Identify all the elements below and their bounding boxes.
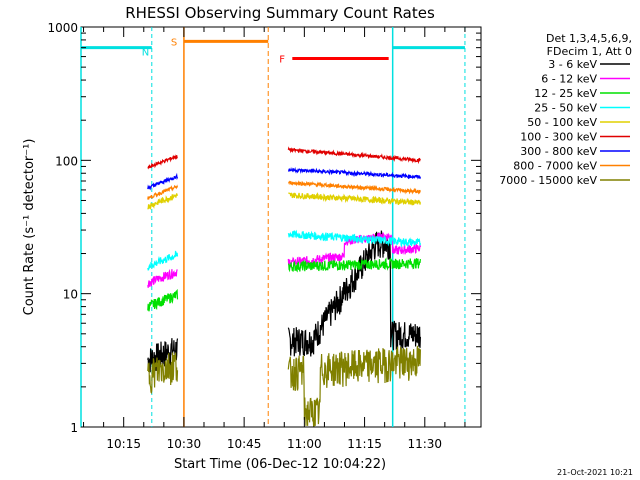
orbit-marker-bars: N S F — [81, 37, 465, 66]
data-series — [147, 146, 421, 427]
x-tick-label: 10:15 — [106, 437, 141, 451]
x-tick-label: 10:45 — [227, 437, 262, 451]
y-axis-label: Count Rate (s⁻¹ detector⁻¹) — [22, 139, 37, 316]
y-tick-label: 1 — [70, 421, 78, 435]
y-tick-label: 100 — [55, 154, 78, 168]
legend-label: 800 - 7000 keV — [513, 160, 597, 173]
orbit-marker-label: S — [171, 37, 177, 48]
legend-header-line-2: FDecim 1, Att 0 — [547, 45, 632, 58]
legend: Det 1,3,4,5,6,9, FDecim 1, Att 0 3 - 6 k… — [499, 32, 632, 187]
chart-title: RHESSI Observing Summary Count Rates — [125, 4, 435, 22]
legend-label: 300 - 800 keV — [520, 145, 597, 158]
series-line-4 — [147, 192, 421, 211]
x-tick-label: 11:15 — [347, 437, 382, 451]
legend-label: 12 - 25 keV — [534, 87, 597, 100]
y-tick-label: 1000 — [47, 21, 78, 35]
timestamp: 21-Oct-2021 10:21 — [557, 468, 633, 477]
plot-frame — [80, 26, 482, 428]
legend-label: 25 - 50 keV — [534, 102, 597, 115]
series-line-8 — [147, 345, 421, 427]
legend-label: 50 - 100 keV — [527, 116, 597, 129]
legend-label: 6 - 12 keV — [541, 73, 597, 86]
legend-header-line-1: Det 1,3,4,5,6,9, — [546, 32, 632, 45]
orbit-marker-label: N — [142, 48, 149, 59]
x-tick-label: 11:30 — [407, 437, 442, 451]
series-line-7 — [147, 180, 421, 200]
x-tick-label: 11:00 — [287, 437, 322, 451]
legend-label: 3 - 6 keV — [548, 58, 597, 71]
series-line-3 — [147, 229, 421, 271]
x-axis: 10:15 10:30 10:45 11:00 11:15 11:30 — [83, 27, 466, 451]
legend-label: 7000 - 15000 keV — [499, 174, 597, 187]
orbit-marker-label: F — [279, 55, 285, 66]
series-line-2 — [147, 257, 421, 312]
legend-label: 100 - 300 keV — [520, 131, 597, 144]
y-tick-label: 10 — [63, 288, 78, 302]
y-axis: 1 10 100 1000 — [47, 21, 481, 435]
x-axis-label: Start Time (06-Dec-12 10:04:22) — [174, 457, 386, 472]
x-tick-label: 10:30 — [167, 437, 202, 451]
series-line-6 — [147, 166, 421, 191]
series-line-5 — [147, 146, 421, 170]
